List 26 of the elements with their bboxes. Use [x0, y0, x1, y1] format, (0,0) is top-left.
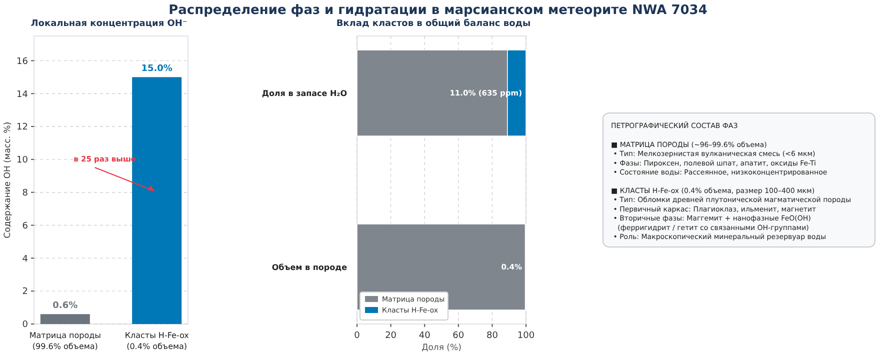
y-tick-label: 16: [16, 56, 28, 67]
y-tick-label: 6: [22, 221, 28, 232]
x-tick-label: 100: [517, 331, 535, 341]
x-axis-title: Доля (%): [422, 343, 462, 353]
data-label: 15.0%: [141, 64, 172, 74]
chart-title: Локальная концентрация OH⁻: [30, 19, 188, 29]
x-tick-label: 80: [486, 331, 498, 341]
y-tick-label: Объем в породе: [272, 262, 348, 272]
x-tick-label: 20: [385, 331, 397, 341]
data-label: 0.6%: [52, 301, 78, 312]
y-tick-label: Доля в запасе H₂O: [262, 88, 348, 98]
x-tick-label: 60: [452, 331, 464, 341]
y-tick-label: 8: [22, 188, 28, 198]
y-tick-label: 14: [16, 90, 28, 100]
text: Распределение фаз и гидратации в марсианском метеорите NWA 7034: [168, 3, 708, 18]
y-tick-label: 10: [16, 156, 28, 166]
y-axis-title: Содержание OH (масс. %): [3, 122, 13, 238]
y-tick-label: 2: [22, 287, 28, 298]
y-tick-label: 4: [22, 254, 28, 264]
chart-title: Вклад кластов в общий баланс воды: [336, 18, 531, 29]
y-tick-label: 12: [16, 122, 28, 133]
x-tick-label: Матрица породы (99.6% объема): [29, 331, 101, 351]
x-tick-label: 0: [354, 331, 360, 341]
y-tick-label: 0: [22, 320, 28, 330]
x-tick-label: Класты H-Fe-ox (0.4% объема): [124, 331, 190, 351]
x-tick-label: 40: [418, 331, 431, 341]
